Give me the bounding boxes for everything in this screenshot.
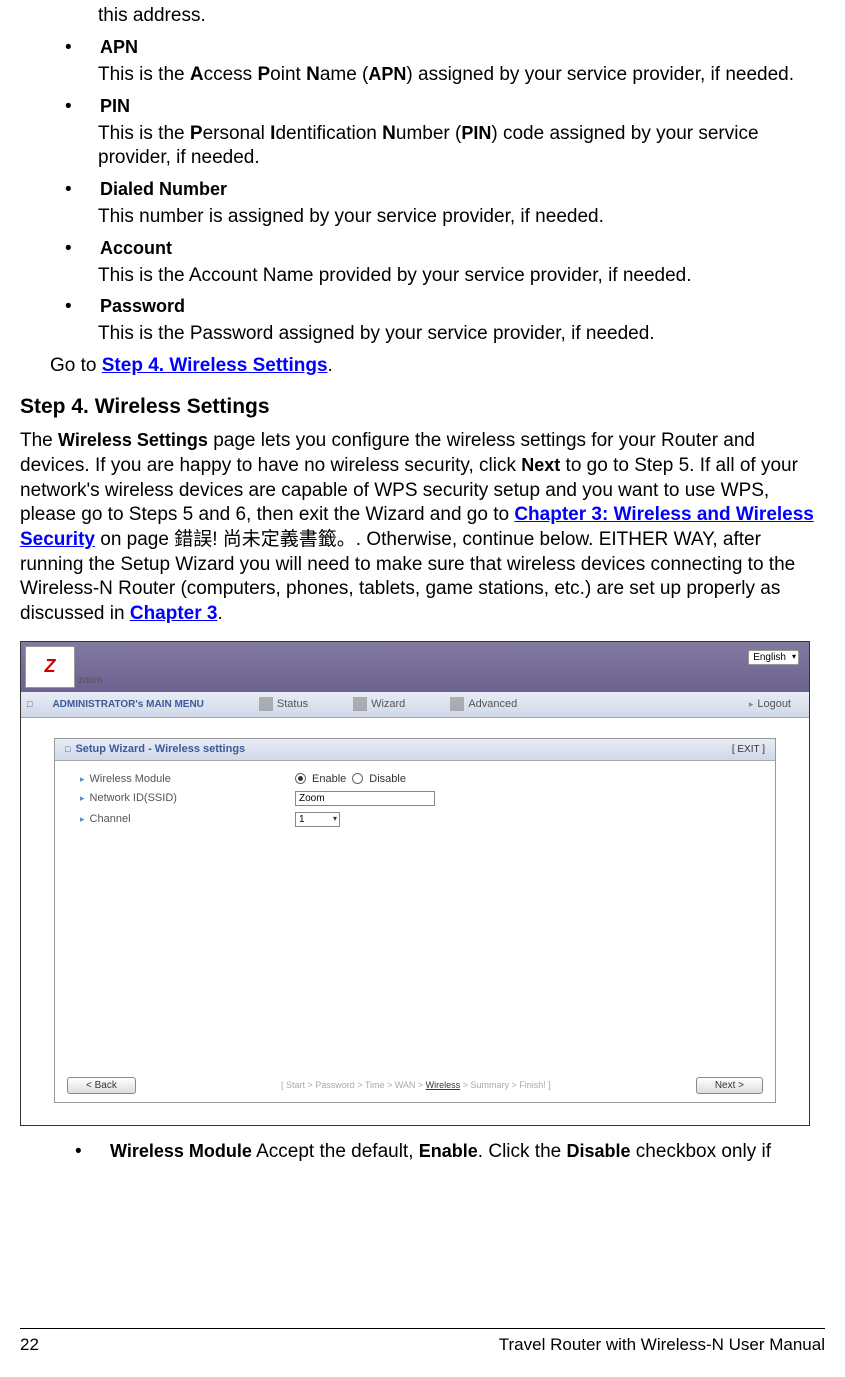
goto-line: Go to Step 4. Wireless Settings. [50, 355, 825, 377]
ss-nav-bar: □ ADMINISTRATOR's MAIN MENU Status Wizar… [21, 692, 809, 718]
bullet-dot: • [65, 179, 80, 201]
chapter3-link-2[interactable]: Chapter 3 [130, 603, 218, 624]
radio-group-module: Enable Disable [295, 773, 406, 785]
field-wireless-module: Wireless Module Enable Disable [80, 773, 750, 785]
bullet-dialed: • Dialed Number [65, 179, 825, 201]
nav-advanced[interactable]: Advanced [450, 697, 517, 711]
field-network-id: Network ID(SSID) Zoom [80, 791, 750, 806]
next-button[interactable]: Next > [696, 1077, 763, 1094]
bullet-dot: • [65, 296, 80, 318]
wizard-icon [353, 697, 367, 711]
body-paragraph: The Wireless Settings page lets you conf… [20, 429, 825, 627]
desc-dialed: This number is assigned by your service … [98, 205, 825, 230]
panel-footer: < Back [ Start > Password > Time > WAN >… [67, 1077, 763, 1094]
bullet-dot: • [65, 238, 80, 260]
radio-disable[interactable] [352, 773, 363, 784]
back-button[interactable]: < Back [67, 1077, 136, 1094]
nav-items: Status Wizard Advanced [259, 697, 517, 711]
desc-account: This is the Account Name provided by you… [98, 264, 825, 289]
ss-body: Setup Wizard - Wireless settings [ EXIT … [21, 718, 809, 1125]
nav-main-menu: ADMINISTRATOR's MAIN MENU [52, 699, 203, 710]
nav-wizard[interactable]: Wizard [353, 697, 405, 711]
wizard-panel: Setup Wizard - Wireless settings [ EXIT … [54, 738, 776, 1103]
bullet-apn: • APN [65, 37, 825, 59]
logout-link[interactable]: Logout [749, 698, 791, 710]
label-channel: Channel [80, 813, 295, 825]
wizard-breadcrumb: [ Start > Password > Time > WAN > Wirele… [281, 1080, 551, 1090]
bullet-dot: • [65, 37, 80, 59]
field-channel: Channel 1 [80, 812, 750, 827]
term-account: Account [100, 238, 172, 260]
term-password: Password [100, 296, 185, 318]
term-pin: PIN [100, 96, 130, 118]
exit-link[interactable]: [ EXIT ] [732, 744, 765, 755]
bullet-password: • Password [65, 296, 825, 318]
section-heading: Step 4. Wireless Settings [20, 395, 825, 419]
bottom-bullet: • Wireless Module Accept the default, En… [75, 1140, 825, 1165]
label-wireless-module: Wireless Module [80, 773, 295, 785]
desc-apn: This is the Access Point Name (APN) assi… [98, 63, 825, 88]
router-screenshot: Z zoom English □ ADMINISTRATOR's MAIN ME… [20, 641, 810, 1126]
bullet-account: • Account [65, 238, 825, 260]
goto-link[interactable]: Step 4. Wireless Settings [102, 355, 328, 376]
label-network-id: Network ID(SSID) [80, 792, 295, 804]
nav-icon: □ [27, 699, 32, 709]
fields-area: Wireless Module Enable Disable Network I… [55, 761, 775, 845]
page-number: 22 [20, 1335, 39, 1355]
page-footer: 22 Travel Router with Wireless-N User Ma… [20, 1328, 825, 1355]
bullet-pin: • PIN [65, 96, 825, 118]
footer-title: Travel Router with Wireless-N User Manua… [499, 1335, 825, 1355]
intro-fragment: this address. [98, 5, 825, 27]
radio-enable[interactable] [295, 773, 306, 784]
term-apn: APN [100, 37, 138, 59]
logo-brand-text: zoom [78, 675, 102, 686]
desc-pin: This is the Personal Identification Numb… [98, 122, 825, 171]
nav-status[interactable]: Status [259, 697, 308, 711]
bullet-dot: • [65, 96, 80, 118]
zoom-logo-icon: Z [25, 646, 75, 688]
language-selector[interactable]: English [748, 650, 799, 665]
advanced-icon [450, 697, 464, 711]
term-dialed: Dialed Number [100, 179, 227, 201]
status-icon [259, 697, 273, 711]
bullet-dot: • [75, 1140, 90, 1165]
ss-top-bar: Z zoom English [21, 642, 809, 692]
channel-select[interactable]: 1 [295, 812, 340, 827]
panel-header: Setup Wizard - Wireless settings [ EXIT … [55, 739, 775, 761]
desc-password: This is the Password assigned by your se… [98, 322, 825, 347]
ssid-input[interactable]: Zoom [295, 791, 435, 806]
